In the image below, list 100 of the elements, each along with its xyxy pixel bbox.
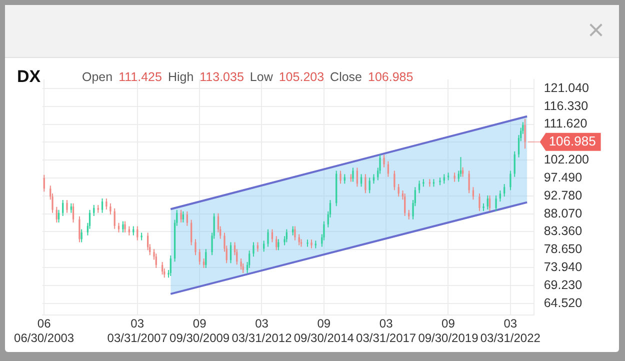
- candlestick: [252, 242, 254, 258]
- candlestick: [267, 228, 269, 248]
- chart-title: DX: [17, 67, 41, 87]
- y-tick-label: 97.490: [544, 170, 582, 184]
- candlestick: [43, 174, 45, 192]
- candlestick: [368, 177, 370, 194]
- candlestick: [186, 210, 188, 226]
- y-tick-label: 64.520: [544, 296, 582, 310]
- x-tick-label: 09 09/30/2019: [418, 316, 479, 346]
- y-tick-label: 121.040: [544, 80, 590, 95]
- candlestick: [162, 261, 164, 276]
- y-tick-label: 69.230: [544, 278, 582, 292]
- candlestick: [122, 220, 124, 233]
- candlestick: [294, 226, 296, 241]
- candlestick: [454, 172, 456, 182]
- candlestick: [263, 240, 265, 252]
- candlestick: [198, 248, 200, 266]
- candlestick: [383, 154, 385, 168]
- candlestick: [443, 174, 445, 184]
- y-tick-label: 102.200: [544, 152, 590, 167]
- annotation: 106.985: [368, 70, 414, 84]
- candlestick: [472, 186, 474, 200]
- candlestick: [124, 220, 126, 233]
- candlestick: [190, 219, 192, 246]
- candlestick: [56, 206, 58, 223]
- candlestick: [306, 239, 308, 248]
- candlestick: [488, 194, 491, 212]
- y-tick-label: 73.940: [544, 260, 582, 274]
- y-tick-label: 88.070: [544, 206, 582, 220]
- candlestick: [478, 193, 480, 212]
- candlestick: [404, 193, 406, 216]
- candlestick: [278, 238, 280, 251]
- annotation: 105.203: [278, 70, 324, 84]
- candlestick: [110, 202, 112, 215]
- candlestick: [78, 216, 80, 243]
- annotation: High: [168, 70, 194, 84]
- candlestick: [66, 200, 68, 214]
- candlestick: [58, 209, 60, 223]
- candlestick: [70, 202, 72, 214]
- candlestick: [495, 194, 497, 212]
- candlestick: [340, 170, 342, 184]
- candlestick: [194, 238, 196, 256]
- candlestick: [514, 150, 516, 178]
- candlestick: [398, 184, 400, 198]
- y-tick-label: 78.650: [544, 242, 582, 256]
- candlestick: [114, 208, 116, 230]
- candlestick: [360, 174, 362, 188]
- candlestick: [352, 167, 354, 182]
- candlestick: [205, 248, 207, 269]
- x-tick-label: 03 03/31/2012: [232, 316, 292, 346]
- candlestick: [182, 210, 184, 223]
- annotation: 113.035: [200, 70, 244, 84]
- candlestick: [276, 236, 278, 251]
- y-tick-label: 83.360: [544, 224, 582, 238]
- candlestick: [118, 222, 120, 233]
- candlestick: [230, 242, 232, 264]
- candlestick: [93, 204, 95, 216]
- candlestick: [101, 198, 104, 214]
- candlestick: [524, 118, 526, 150]
- y-tick-label: 92.780: [544, 188, 582, 202]
- candlestick: [128, 226, 130, 236]
- annotation: 106.985: [548, 133, 596, 148]
- candlestick: [202, 258, 205, 269]
- candlestick: [180, 209, 182, 223]
- candlestick: [136, 226, 138, 241]
- candlestick: [418, 180, 420, 194]
- y-tick-label: 116.330: [544, 98, 588, 113]
- candlestick: [499, 190, 501, 202]
- candlestick: [248, 250, 250, 269]
- annotation: Low: [250, 70, 273, 84]
- annotation: Open: [82, 70, 113, 84]
- x-tick-label: 03 03/31/2017: [356, 316, 416, 346]
- candlestick: [504, 184, 506, 198]
- x-tick-label: 09 09/30/2014: [294, 316, 354, 346]
- x-tick-label: 03 03/31/2022: [480, 316, 541, 346]
- candlestick: [510, 170, 512, 191]
- candlestick: [72, 202, 74, 223]
- x-tick-label: 09 09/30/2009: [170, 316, 230, 346]
- candlestick: [364, 174, 366, 194]
- candlestick: [240, 258, 242, 270]
- candlestick: [292, 226, 294, 236]
- candlestick: [387, 160, 389, 178]
- candlestick: [344, 174, 346, 184]
- candlestick: [394, 170, 396, 191]
- candlestick: [132, 226, 134, 236]
- candlestick: [372, 174, 375, 184]
- candlestick: [468, 170, 470, 194]
- candlestick: [147, 232, 149, 251]
- annotation: 111.425: [118, 70, 162, 84]
- candlestick: [155, 253, 157, 269]
- candlestick: [62, 200, 64, 216]
- candlestick: [356, 167, 358, 188]
- annotation: Close: [330, 70, 362, 84]
- candlestick: [462, 166, 464, 178]
- candlestick: [170, 255, 172, 277]
- x-tick-label: 06 06/30/2003: [14, 316, 74, 346]
- x-tick-label: 03 03/31/2007: [107, 316, 168, 346]
- y-tick-label: 111.620: [544, 116, 588, 131]
- candlestick: [106, 198, 108, 210]
- candlestick: [408, 209, 410, 220]
